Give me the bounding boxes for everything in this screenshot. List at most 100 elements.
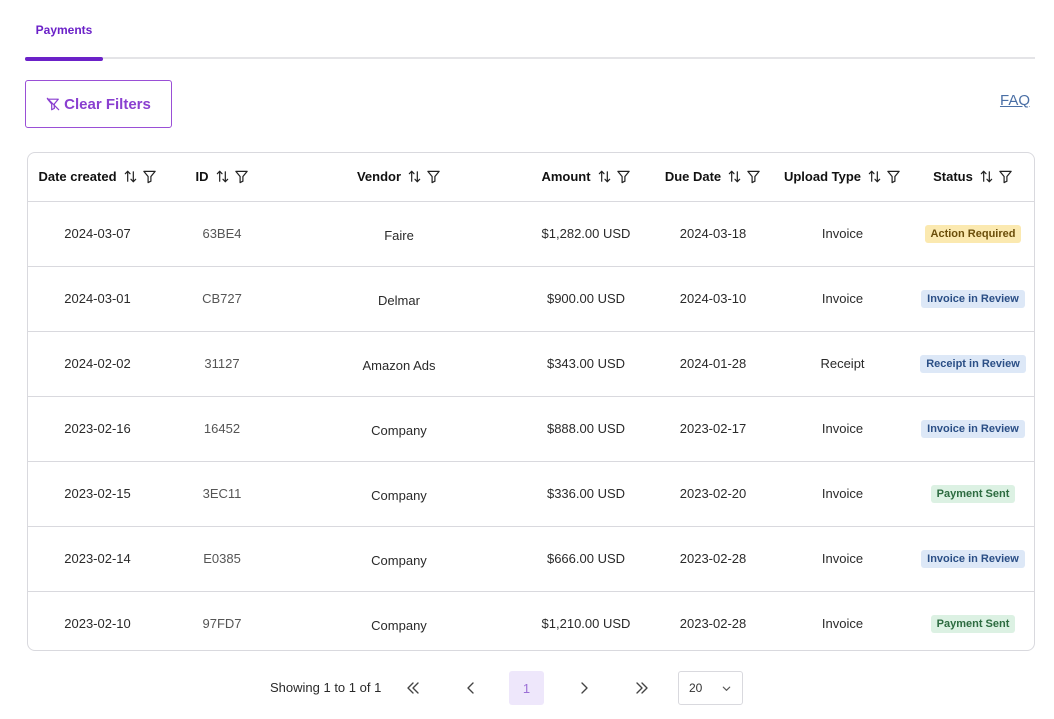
- upload-type-cell: Invoice: [821, 551, 864, 566]
- upload-type-cell: Invoice: [821, 421, 864, 436]
- vendor-cell: Company: [371, 617, 427, 633]
- filter-icon[interactable]: [426, 169, 441, 184]
- table-row[interactable]: 2024-03-07 63BE4 Faire $1,282.00 USD 2024-03…: [28, 201, 1034, 266]
- amount-cell: $900.00 USD: [546, 291, 626, 306]
- due-date-cell: 2024-03-18: [679, 226, 747, 241]
- status-badge: Receipt in Review: [920, 354, 1026, 373]
- first-page-button[interactable]: [396, 671, 430, 705]
- column-header: Due Date: [651, 153, 775, 201]
- upload-type-cell: Invoice: [821, 616, 864, 632]
- due-date-cell: 2024-01-28: [679, 356, 747, 371]
- upload-type-cell: Receipt: [820, 356, 865, 371]
- id-cell: 97FD7: [202, 616, 242, 632]
- upload-type-cell: Invoice: [821, 486, 864, 501]
- tab-payments[interactable]: Payments: [25, 0, 103, 61]
- filter-icon[interactable]: [616, 169, 631, 184]
- vendor-cell: Delmar: [378, 292, 420, 308]
- vendor-cell: Amazon Ads: [362, 357, 436, 373]
- vendor-cell: Company: [371, 422, 427, 438]
- amount-cell: $888.00 USD: [546, 421, 626, 436]
- clear-filters-button[interactable]: Clear Filters: [25, 80, 172, 128]
- sort-icon[interactable]: [867, 169, 882, 184]
- status-cell: Payment Sent: [910, 591, 1034, 650]
- vendor-cell: Faire: [384, 227, 414, 243]
- table-body: 2024-03-07 63BE4 Faire $1,282.00 USD 2024-03…: [28, 201, 1034, 650]
- column-header: Status: [910, 153, 1034, 201]
- clear-filters-label: Clear Filters: [64, 95, 151, 113]
- last-page-button[interactable]: [625, 671, 659, 705]
- id-cell: E0385: [203, 551, 241, 566]
- sort-icon[interactable]: [123, 169, 138, 184]
- status-badge: Invoice in Review: [921, 289, 1025, 308]
- amount-cell: $336.00 USD: [546, 486, 626, 501]
- status-cell: Invoice in Review: [910, 266, 1034, 331]
- table-row[interactable]: 2023-02-16 16452 Company $888.00 USD 2023-02…: [28, 396, 1034, 461]
- table-row[interactable]: 2023-02-15 3EC11 Company $336.00 USD 2023-02…: [28, 461, 1034, 526]
- table-row[interactable]: 2023-02-10 97FD7 Company $1,210.00 USD 2023-…: [28, 591, 1034, 650]
- next-page-button[interactable]: [567, 671, 601, 705]
- prev-page-icon: [467, 682, 474, 694]
- payments-table: Date created ID Vendor Amount Due Date Upload…: [27, 152, 1035, 651]
- amount-cell: $343.00 USD: [546, 356, 626, 371]
- page-number-button[interactable]: 1: [509, 671, 544, 705]
- faq-link[interactable]: FAQ: [999, 92, 1030, 109]
- column-header-label[interactable]: Upload Type: [783, 169, 862, 185]
- status-badge: Invoice in Review: [921, 419, 1025, 438]
- filter-icon[interactable]: [998, 169, 1013, 184]
- id-cell: CB727: [202, 291, 242, 306]
- column-header-label[interactable]: ID: [195, 169, 209, 185]
- column-header-label[interactable]: Vendor: [356, 169, 402, 185]
- id-cell: 16452: [203, 421, 241, 436]
- sort-icon[interactable]: [597, 169, 612, 184]
- page-size-value: 20: [689, 681, 703, 695]
- upload-type-cell: Invoice: [821, 291, 864, 306]
- column-header: Date created: [28, 153, 167, 201]
- sort-icon[interactable]: [215, 169, 230, 184]
- status-cell: Action Required: [910, 201, 1034, 266]
- amount-cell: $1,210.00 USD: [541, 616, 631, 632]
- table-row[interactable]: 2024-03-01 CB727 Delmar $900.00 USD 2024-03-…: [28, 266, 1034, 331]
- status-badge: Action Required: [924, 224, 1022, 243]
- table-row[interactable]: 2024-02-02 31127 Amazon Ads $343.00 USD 2024…: [28, 331, 1034, 396]
- date-cell: 2023-02-16: [64, 421, 131, 436]
- id-cell: 31127: [204, 356, 240, 371]
- first-page-icon: [407, 682, 419, 694]
- due-date-cell: 2023-02-28: [679, 616, 747, 632]
- date-cell: 2024-02-02: [64, 356, 131, 371]
- filter-clear-icon: [46, 97, 60, 111]
- status-badge: Payment Sent: [930, 614, 1016, 633]
- page-size-select[interactable]: 20: [678, 671, 743, 705]
- column-header-label[interactable]: Date created: [38, 169, 117, 185]
- date-cell: 2023-02-10: [64, 616, 131, 632]
- filter-icon[interactable]: [234, 169, 249, 184]
- amount-cell: $1,282.00 USD: [541, 226, 631, 241]
- table-row[interactable]: 2023-02-14 E0385 Company $666.00 USD 2023-02…: [28, 526, 1034, 591]
- status-cell: Invoice in Review: [910, 526, 1034, 591]
- column-header: Upload Type: [775, 153, 910, 201]
- filter-icon[interactable]: [886, 169, 901, 184]
- next-page-icon: [581, 682, 588, 694]
- column-header: Amount: [521, 153, 651, 201]
- pagination: Showing 1 to 1 of 1 1 20: [0, 671, 1054, 705]
- date-cell: 2023-02-15: [64, 486, 131, 501]
- column-header-label[interactable]: Due Date: [664, 169, 722, 185]
- prev-page-button[interactable]: [454, 671, 488, 705]
- date-cell: 2023-02-14: [64, 551, 131, 566]
- sort-icon[interactable]: [727, 169, 742, 184]
- filter-icon[interactable]: [746, 169, 761, 184]
- status-cell: Invoice in Review: [910, 396, 1034, 461]
- date-cell: 2024-03-01: [64, 291, 131, 306]
- status-badge: Payment Sent: [930, 484, 1016, 503]
- upload-type-cell: Invoice: [821, 226, 864, 241]
- filter-icon[interactable]: [142, 169, 157, 184]
- sort-icon[interactable]: [979, 169, 994, 184]
- status-badge: Invoice in Review: [921, 549, 1025, 568]
- due-date-cell: 2024-03-10: [679, 291, 747, 306]
- vendor-cell: Company: [371, 487, 427, 503]
- id-cell: 63BE4: [202, 226, 242, 241]
- sort-icon[interactable]: [407, 169, 422, 184]
- column-header-label[interactable]: Amount: [541, 169, 591, 185]
- amount-cell: $666.00 USD: [546, 551, 626, 566]
- column-header-label[interactable]: Status: [933, 169, 973, 185]
- column-header: ID: [167, 153, 277, 201]
